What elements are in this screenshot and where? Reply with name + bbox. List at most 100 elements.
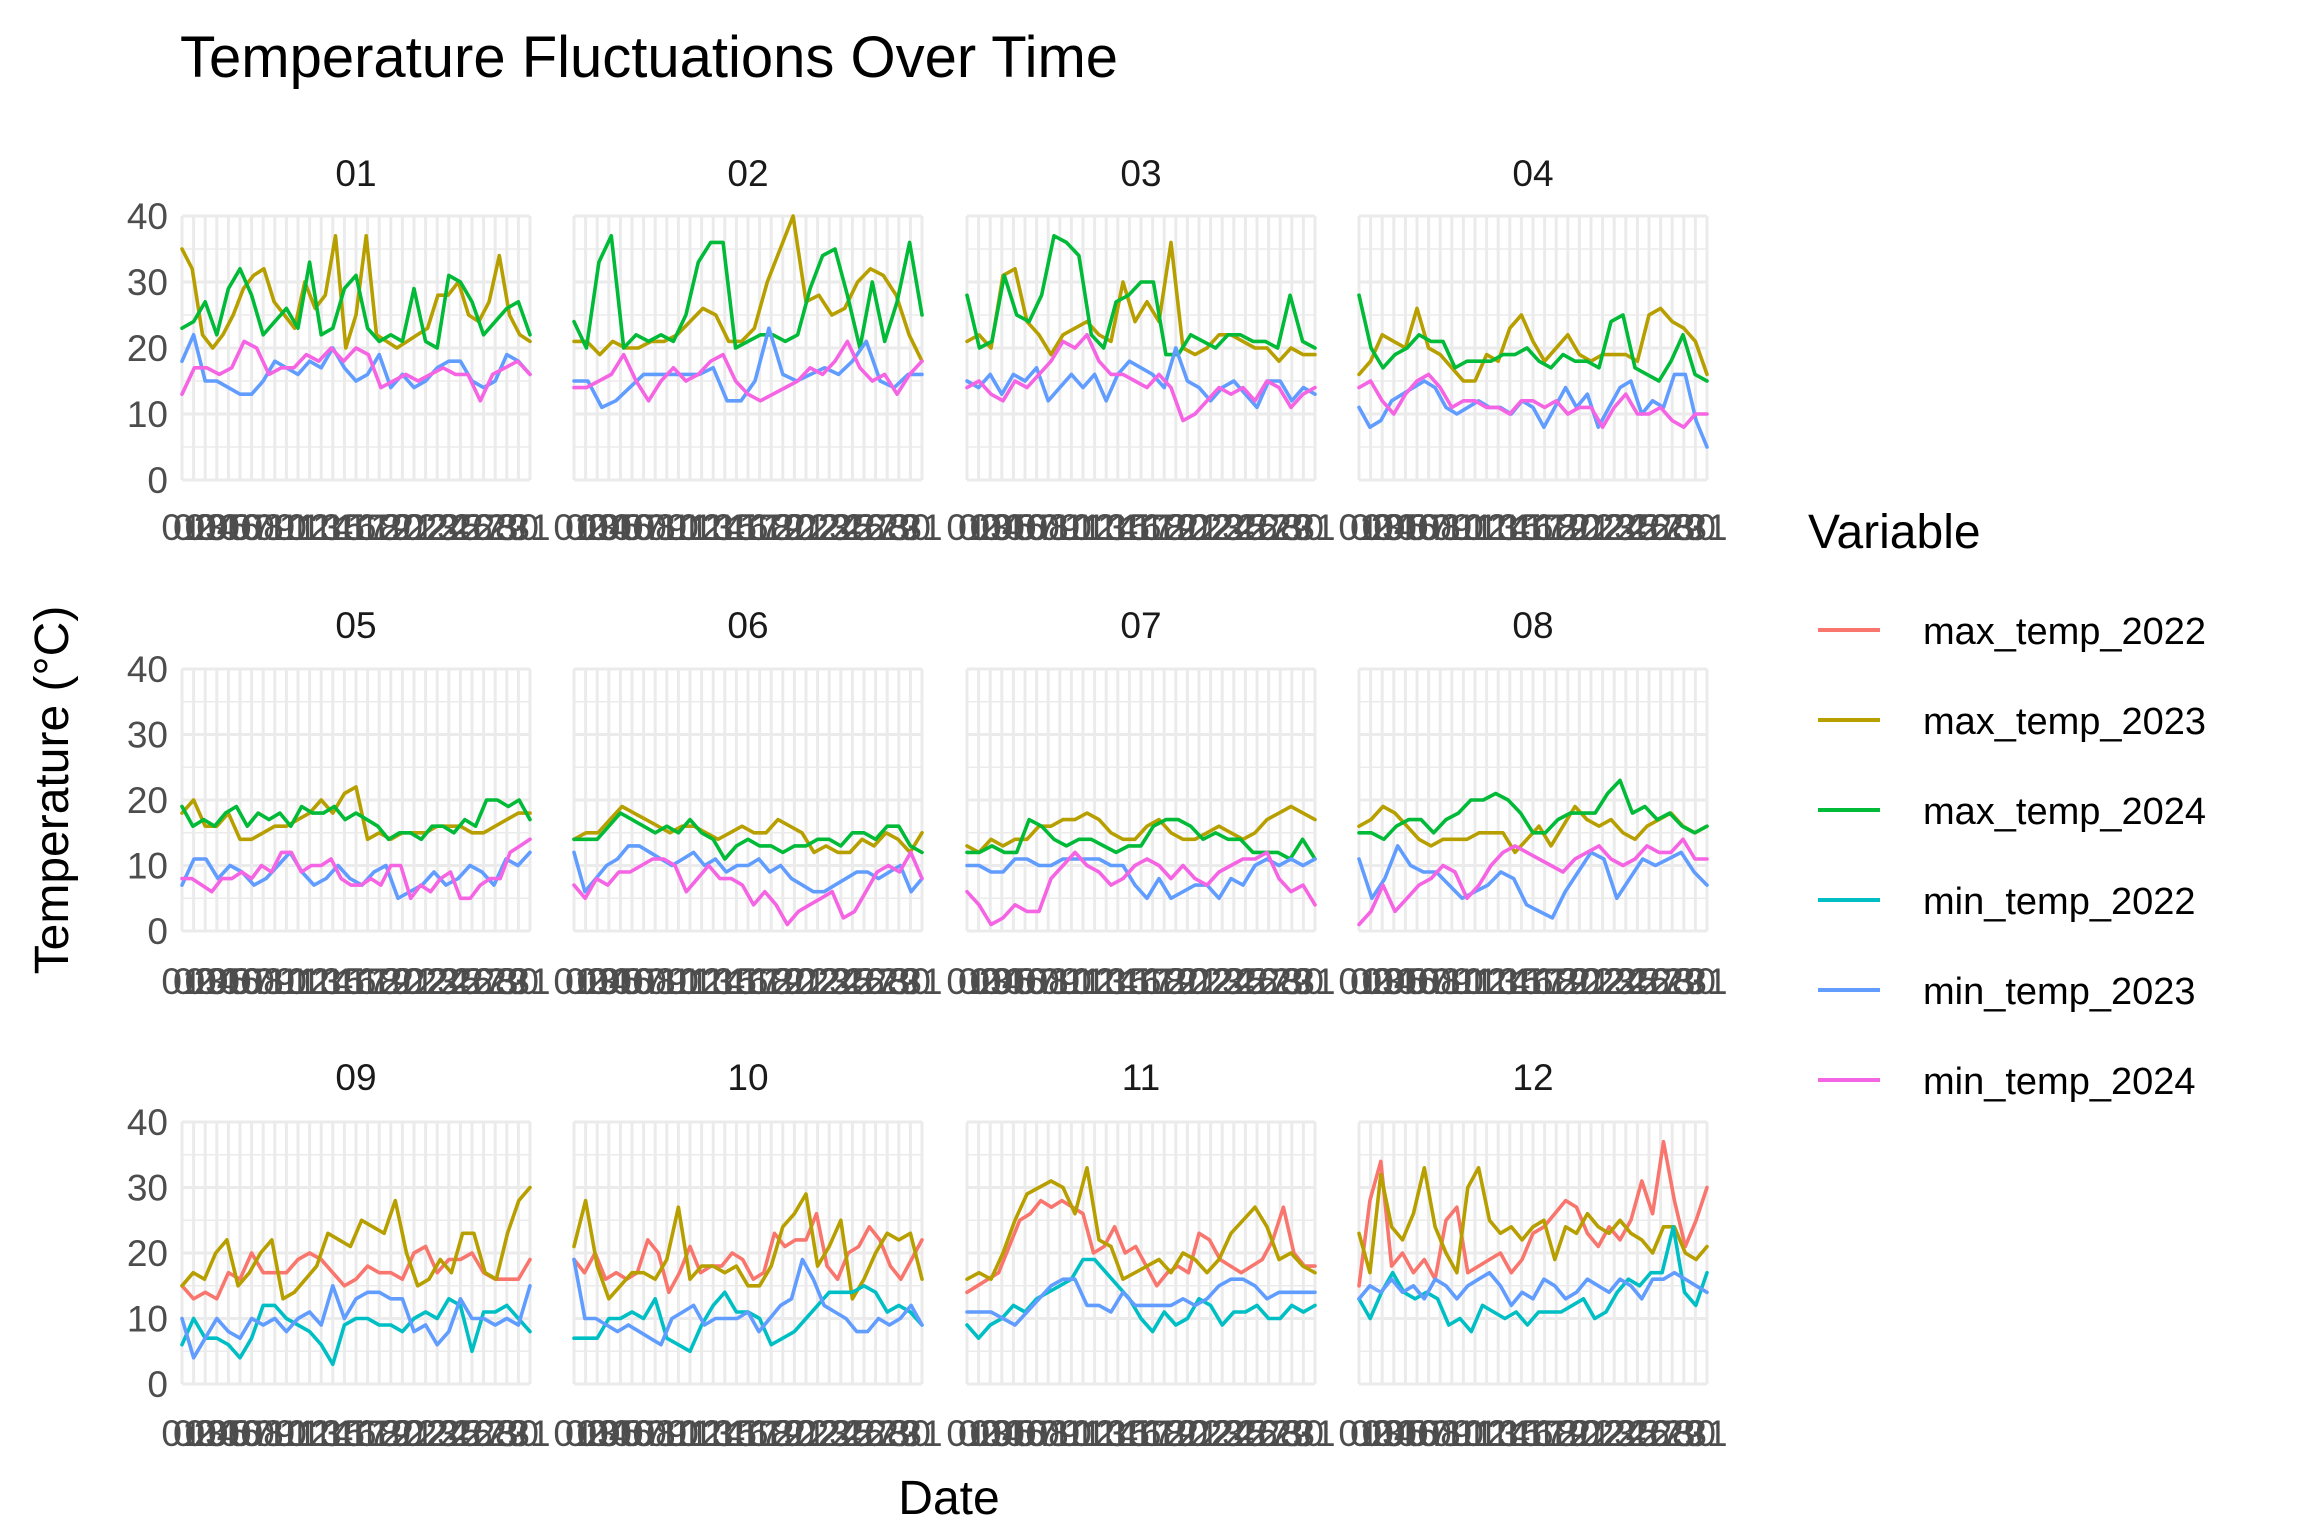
legend-item: max_temp_2024: [1818, 791, 2206, 833]
x-tick-label: 02: [958, 507, 999, 548]
series-line-max_temp_2024: [965, 234, 1317, 357]
x-tick-label: 05: [1385, 507, 1426, 548]
x-tick-label: 10: [1443, 1413, 1484, 1454]
x-tick-label: 24: [820, 961, 861, 1002]
x-tick-label: 04: [1373, 1413, 1414, 1454]
x-tick-label: 31: [1294, 961, 1335, 1002]
panel-strip-label: 08: [1512, 605, 1553, 646]
x-tick-labels: 0102030405060708091011121314151617181920…: [161, 961, 550, 1002]
x-tick-label: 18: [751, 1413, 792, 1454]
x-tick-label: 27: [1248, 507, 1289, 548]
x-tick-label: 04: [981, 961, 1022, 1002]
panel-02: 0201020304050607080910111213141516171819…: [553, 153, 942, 548]
x-tick-label: 17: [1524, 1413, 1565, 1454]
x-tick-label: 06: [1004, 1413, 1045, 1454]
x-tick-label: 02: [565, 507, 606, 548]
x-tick-label: 22: [1190, 1413, 1231, 1454]
series-line-min_temp_2023: [1357, 844, 1709, 920]
x-tick-label: 28: [475, 507, 516, 548]
series-line-max_temp_2023: [180, 785, 532, 842]
legend-item: min_temp_2024: [1818, 1061, 2196, 1103]
x-tick-label: 25: [1617, 507, 1658, 548]
x-tick-label: 05: [600, 507, 641, 548]
x-tick-label: 27: [855, 1413, 896, 1454]
x-tick-label: 04: [1373, 507, 1414, 548]
x-tick-label: 24: [820, 507, 861, 548]
x-tick-label: 25: [1617, 961, 1658, 1002]
series-line-max_temp_2023: [572, 804, 924, 855]
x-tick-label: 30: [1283, 1413, 1324, 1454]
x-tick-label: 25: [440, 1413, 481, 1454]
x-tick-label: 20: [774, 961, 815, 1002]
x-tick-label: 02: [565, 961, 606, 1002]
x-tick-label: 10: [1443, 961, 1484, 1002]
x-tick-label: 02: [565, 1413, 606, 1454]
x-tick-label: 24: [1213, 507, 1254, 548]
x-tick-label: 30: [1283, 507, 1324, 548]
x-tick-label: 07: [1016, 961, 1057, 1002]
panel-07: 0701020304050607080910111213141516171819…: [946, 605, 1335, 1002]
x-tick-label: 10: [1051, 507, 1092, 548]
x-tick-label: 27: [1640, 1413, 1681, 1454]
x-tick-label: 14: [1489, 1413, 1530, 1454]
x-tick-label: 10: [658, 1413, 699, 1454]
x-tick-label: 30: [890, 507, 931, 548]
x-tick-label: 16: [1512, 507, 1553, 548]
x-tick-label: 13: [1086, 1413, 1127, 1454]
x-tick-label: 13: [301, 961, 342, 1002]
series-line-min_temp_2023: [1357, 1270, 1709, 1308]
x-tick-label: 14: [1097, 961, 1138, 1002]
x-tick-label: 13: [1478, 961, 1519, 1002]
x-tick-label: 16: [727, 961, 768, 1002]
x-tick-label: 09: [1431, 507, 1472, 548]
x-tick-label: 09: [1039, 961, 1080, 1002]
x-tick-label: 14: [312, 1413, 353, 1454]
x-tick-label: 27: [855, 961, 896, 1002]
y-tick-label: 0: [147, 911, 168, 952]
x-tick-label: 15: [1109, 961, 1150, 1002]
x-tick-label: 05: [1385, 961, 1426, 1002]
series-line-min_temp_2023: [965, 346, 1317, 410]
x-tick-label: 27: [1640, 507, 1681, 548]
x-tick-label: 04: [196, 961, 237, 1002]
x-tick-label: 25: [1225, 507, 1266, 548]
x-tick-label: 08: [1028, 507, 1069, 548]
x-tick-label: 06: [611, 507, 652, 548]
x-tick-label: 05: [993, 961, 1034, 1002]
x-tick-label: 12: [1074, 507, 1115, 548]
series-line-min_temp_2023: [572, 326, 924, 410]
x-tick-label: 07: [1016, 507, 1057, 548]
series-line-max_temp_2023: [180, 234, 532, 350]
panel-strip-label: 07: [1120, 605, 1161, 646]
x-tick-label: 21: [1570, 1413, 1611, 1454]
x-tick-label: 27: [463, 507, 504, 548]
y-tick-label: 10: [127, 846, 168, 887]
x-tick-label: 13: [1086, 961, 1127, 1002]
x-tick-label: 10: [1051, 961, 1092, 1002]
x-tick-label: 05: [993, 1413, 1034, 1454]
series-line-max_temp_2023: [965, 1166, 1317, 1281]
x-tick-labels: 0102030405060708091011121314151617181920…: [946, 961, 1335, 1002]
x-tick-label: 20: [774, 1413, 815, 1454]
x-tick-label: 01: [1338, 961, 1379, 1002]
x-tick-label: 03: [1362, 507, 1403, 548]
x-tick-label: 20: [1167, 961, 1208, 1002]
x-tick-label: 25: [1225, 1413, 1266, 1454]
x-tick-label: 20: [1167, 507, 1208, 548]
x-tick-label: 18: [1536, 1413, 1577, 1454]
x-tick-label: 03: [577, 507, 618, 548]
x-tick-label: 26: [1236, 961, 1277, 1002]
x-tick-label: 22: [797, 507, 838, 548]
x-tick-label: 11: [1456, 1413, 1494, 1454]
x-tick-label: 10: [266, 1413, 307, 1454]
x-tick-label: 29: [878, 507, 919, 548]
x-tick-label: 14: [312, 507, 353, 548]
series-line-min_temp_2023: [965, 1277, 1317, 1327]
x-tick-label: 28: [475, 961, 516, 1002]
y-gridlines: [182, 667, 530, 933]
x-tick-label: 07: [623, 507, 664, 548]
x-tick-label: 11: [1064, 507, 1102, 548]
panel-12: 1201020304050607080910111213141516171819…: [1338, 1057, 1727, 1454]
x-tick-label: 15: [1109, 507, 1150, 548]
x-tick-label: 04: [588, 961, 629, 1002]
